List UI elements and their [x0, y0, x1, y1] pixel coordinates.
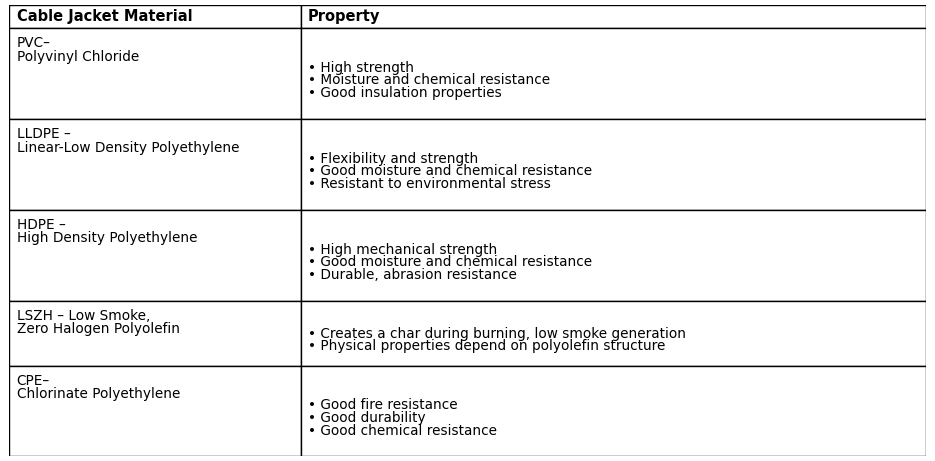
Bar — [9, 210, 301, 301]
Bar — [9, 366, 301, 456]
Text: PVC–: PVC– — [17, 36, 50, 50]
Text: Polyvinyl Chloride: Polyvinyl Chloride — [17, 50, 139, 64]
Text: High Density Polyethylene: High Density Polyethylene — [17, 231, 197, 245]
Text: • High strength: • High strength — [308, 61, 414, 75]
Bar — [301, 28, 926, 119]
Text: • Good moisture and chemical resistance: • Good moisture and chemical resistance — [308, 164, 592, 178]
Bar — [9, 5, 301, 28]
Text: • Good insulation properties: • Good insulation properties — [308, 86, 502, 100]
Text: HDPE –: HDPE – — [17, 218, 65, 232]
Text: • Good moisture and chemical resistance: • Good moisture and chemical resistance — [308, 255, 592, 269]
Text: Zero Halogen Polyolefin: Zero Halogen Polyolefin — [17, 322, 180, 336]
Bar — [9, 28, 301, 119]
Text: LSZH – Low Smoke,: LSZH – Low Smoke, — [17, 309, 150, 323]
Text: • Creates a char during burning, low smoke generation: • Creates a char during burning, low smo… — [308, 327, 686, 341]
Bar — [9, 301, 301, 366]
Text: Linear-Low Density Polyethylene: Linear-Low Density Polyethylene — [17, 141, 239, 154]
Text: • High mechanical strength: • High mechanical strength — [308, 242, 497, 256]
Text: Chlorinate Polyethylene: Chlorinate Polyethylene — [17, 387, 180, 401]
Text: • Flexibility and strength: • Flexibility and strength — [308, 152, 479, 165]
Text: • Good fire resistance: • Good fire resistance — [308, 398, 458, 412]
Bar — [301, 5, 926, 28]
Text: • Moisture and chemical resistance: • Moisture and chemical resistance — [308, 73, 550, 88]
Bar — [301, 301, 926, 366]
Bar — [301, 119, 926, 210]
Text: LLDPE –: LLDPE – — [17, 127, 70, 141]
Text: • Good durability: • Good durability — [308, 411, 425, 425]
Text: • Physical properties depend on polyolefin structure: • Physical properties depend on polyolef… — [308, 339, 666, 354]
Bar — [9, 119, 301, 210]
Text: • Durable, abrasion resistance: • Durable, abrasion resistance — [308, 268, 517, 282]
Text: CPE–: CPE– — [17, 374, 50, 388]
Text: • Resistant to environmental stress: • Resistant to environmental stress — [308, 177, 551, 191]
Text: • Good chemical resistance: • Good chemical resistance — [308, 424, 497, 437]
Text: Property: Property — [308, 9, 381, 24]
Bar — [301, 366, 926, 456]
Text: Cable Jacket Material: Cable Jacket Material — [17, 9, 193, 24]
Bar — [301, 210, 926, 301]
